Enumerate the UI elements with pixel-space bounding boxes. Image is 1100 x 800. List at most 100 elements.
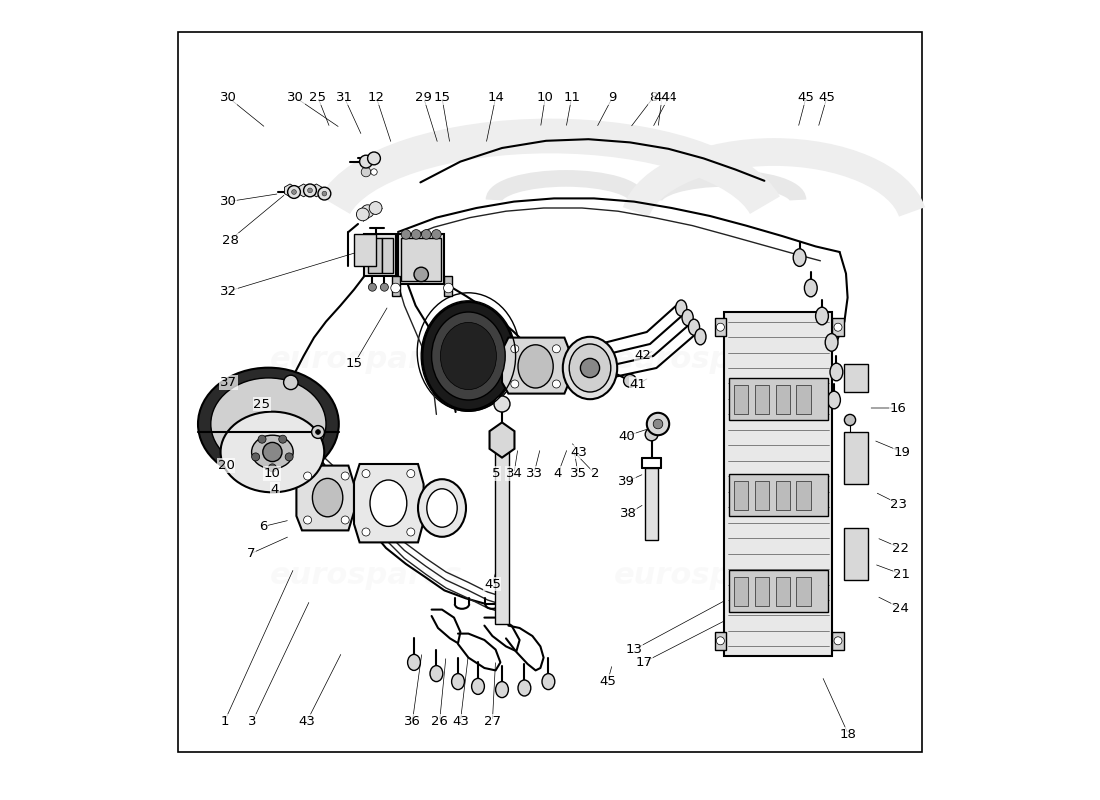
Ellipse shape — [418, 479, 466, 537]
Text: 42: 42 — [635, 350, 651, 362]
Circle shape — [341, 516, 349, 524]
Circle shape — [510, 380, 519, 388]
Circle shape — [368, 283, 376, 291]
Circle shape — [371, 169, 377, 175]
Ellipse shape — [427, 489, 458, 527]
Circle shape — [284, 375, 298, 390]
Bar — [402, 238, 441, 281]
Polygon shape — [311, 184, 322, 197]
Polygon shape — [298, 184, 309, 197]
Circle shape — [318, 187, 331, 200]
Ellipse shape — [430, 666, 443, 682]
Circle shape — [362, 470, 370, 478]
Circle shape — [362, 528, 370, 536]
Text: 5: 5 — [492, 467, 500, 480]
Text: 34: 34 — [506, 467, 522, 480]
Text: 45: 45 — [484, 578, 500, 590]
Text: 45: 45 — [818, 91, 835, 104]
Circle shape — [414, 267, 428, 282]
Circle shape — [624, 374, 637, 387]
Bar — [776, 385, 790, 414]
Text: 20: 20 — [218, 459, 234, 472]
Ellipse shape — [569, 344, 611, 392]
Circle shape — [304, 472, 311, 480]
Circle shape — [431, 230, 441, 239]
Circle shape — [356, 208, 370, 221]
Text: 43: 43 — [571, 446, 587, 458]
Bar — [776, 577, 790, 606]
Polygon shape — [285, 184, 296, 197]
Text: 25: 25 — [253, 398, 271, 410]
Text: 13: 13 — [626, 643, 642, 656]
Text: 15: 15 — [433, 91, 451, 104]
Text: 25: 25 — [309, 91, 327, 104]
Text: 31: 31 — [336, 91, 353, 104]
Ellipse shape — [563, 337, 617, 399]
Bar — [844, 364, 868, 392]
Text: 26: 26 — [431, 715, 448, 728]
Ellipse shape — [682, 310, 693, 326]
Text: eurospares: eurospares — [614, 346, 806, 374]
Text: 17: 17 — [635, 656, 652, 669]
Ellipse shape — [518, 345, 553, 388]
Bar — [755, 577, 769, 606]
Circle shape — [552, 345, 560, 353]
Circle shape — [311, 426, 324, 438]
Ellipse shape — [793, 249, 806, 266]
Bar — [729, 378, 827, 420]
Circle shape — [341, 472, 349, 480]
Text: 27: 27 — [484, 715, 500, 728]
Circle shape — [285, 453, 293, 461]
Circle shape — [308, 188, 312, 193]
Text: 11: 11 — [563, 91, 580, 104]
Text: 41: 41 — [629, 378, 647, 390]
Circle shape — [390, 283, 400, 293]
Ellipse shape — [211, 378, 326, 470]
Text: 12: 12 — [367, 91, 385, 104]
Text: 30: 30 — [287, 91, 304, 104]
Circle shape — [494, 396, 510, 412]
Text: 32: 32 — [220, 285, 236, 298]
Text: eurospares: eurospares — [270, 346, 462, 374]
Bar — [796, 385, 811, 414]
Bar — [495, 448, 509, 624]
Bar — [444, 276, 452, 296]
Text: 18: 18 — [840, 728, 857, 741]
Ellipse shape — [689, 319, 700, 335]
Circle shape — [287, 186, 300, 198]
Circle shape — [263, 442, 282, 462]
Circle shape — [268, 464, 276, 472]
Text: 35: 35 — [570, 467, 586, 480]
Bar — [796, 481, 811, 510]
Ellipse shape — [408, 654, 420, 670]
Circle shape — [834, 323, 842, 331]
Text: 19: 19 — [893, 446, 911, 458]
Text: 24: 24 — [892, 602, 909, 614]
Text: 43: 43 — [298, 715, 316, 728]
Circle shape — [716, 323, 725, 331]
Text: 21: 21 — [893, 568, 911, 581]
Bar — [729, 474, 827, 516]
Text: eurospares: eurospares — [270, 562, 462, 590]
Text: 9: 9 — [608, 91, 617, 104]
Text: 33: 33 — [526, 467, 542, 480]
Bar — [354, 234, 376, 266]
Text: 37: 37 — [220, 376, 236, 389]
Bar — [646, 468, 658, 540]
Text: 4: 4 — [271, 483, 279, 496]
Bar — [755, 385, 769, 414]
Text: 16: 16 — [890, 402, 906, 414]
Text: 2: 2 — [591, 467, 600, 480]
Circle shape — [653, 419, 663, 429]
Text: 10: 10 — [537, 91, 553, 104]
Text: 44: 44 — [653, 91, 670, 104]
Circle shape — [252, 453, 260, 461]
Ellipse shape — [815, 307, 828, 325]
Ellipse shape — [675, 300, 686, 316]
Text: 23: 23 — [890, 498, 908, 510]
Circle shape — [407, 470, 415, 478]
Bar — [734, 481, 748, 510]
Ellipse shape — [431, 312, 505, 400]
Text: 8: 8 — [649, 91, 658, 104]
Bar — [776, 481, 790, 510]
